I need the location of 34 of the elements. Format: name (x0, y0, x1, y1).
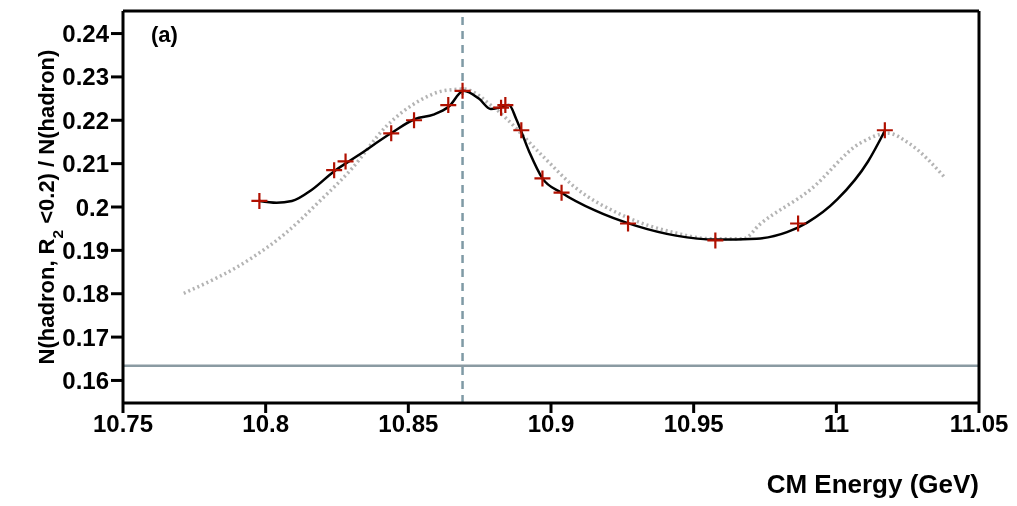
y-tick-label: 0.18 (62, 280, 109, 308)
x-axis-title: CM Energy (GeV) (766, 469, 979, 499)
x-tick-label: 11 (823, 410, 850, 438)
point (533, 169, 552, 188)
y-tick-label: 0.19 (62, 236, 109, 264)
point (325, 161, 344, 180)
point (789, 214, 808, 233)
point (439, 96, 458, 115)
annotation: (a) (151, 22, 178, 48)
point (706, 231, 725, 250)
point (250, 191, 269, 211)
y-tick-label: 0.22 (62, 106, 109, 134)
x-tick-label: 10.8 (242, 410, 290, 438)
point (404, 111, 424, 130)
y-tick-label: 0.2 (75, 193, 109, 221)
x-tick-label: 10.9 (527, 410, 575, 438)
y-tick-label: 0.23 (62, 63, 109, 91)
point (496, 96, 515, 115)
x-tick-label: 11.05 (949, 410, 1009, 438)
x-tick-label: 10.75 (92, 410, 154, 438)
point (453, 81, 472, 100)
y-tick-label: 0.16 (62, 366, 109, 394)
x-tick-label: 10.85 (378, 410, 439, 438)
point (336, 152, 355, 171)
point (552, 183, 571, 202)
x-tick-label: 10.95 (663, 410, 724, 438)
point (875, 121, 894, 140)
y-tick-label: 0.24 (62, 20, 110, 48)
line-series (182, 87, 948, 296)
y-tick-label: 0.21 (62, 150, 109, 178)
point (618, 214, 638, 233)
point (512, 121, 531, 140)
point (382, 124, 401, 143)
point (491, 98, 511, 117)
